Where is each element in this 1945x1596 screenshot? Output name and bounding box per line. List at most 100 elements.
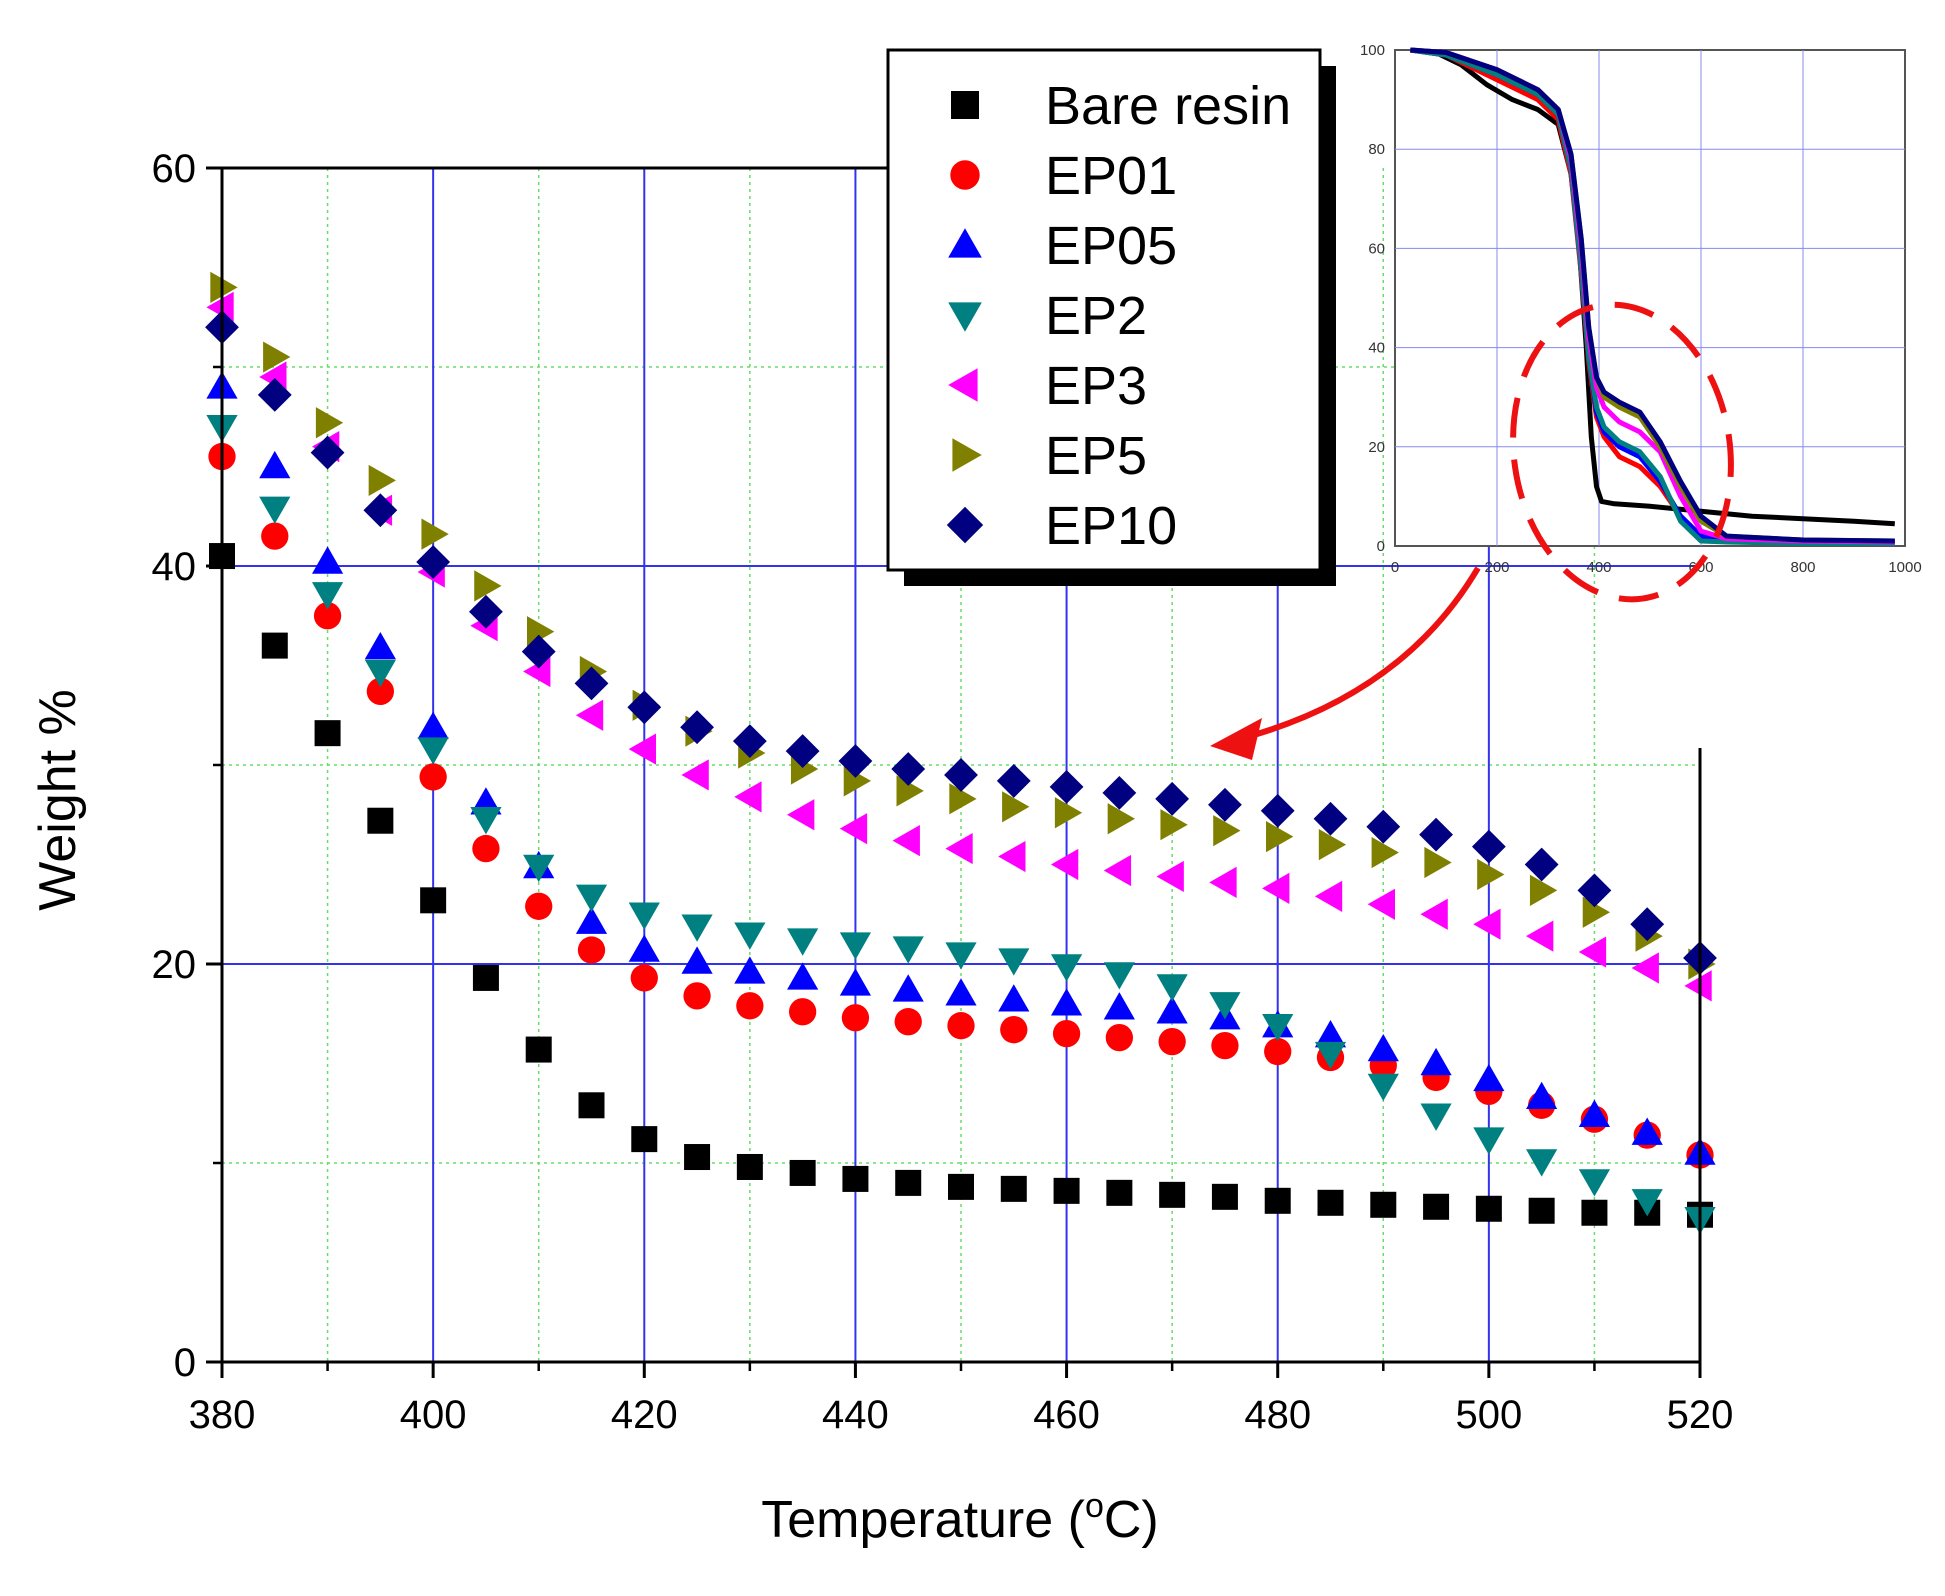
inset-y-tick-label: 60 — [1368, 240, 1385, 257]
zoom-annotation — [1210, 301, 1734, 760]
x-tick-label: 400 — [400, 1393, 467, 1437]
data-point-ep10 — [944, 758, 978, 792]
data-point-ep05 — [1578, 1099, 1611, 1127]
data-point-ep10 — [838, 744, 873, 778]
data-point-ep10 — [1208, 787, 1242, 822]
main-series-layer — [205, 271, 1717, 1235]
data-point-ep3 — [206, 291, 234, 323]
data-point-bare-resin — [736, 1153, 763, 1180]
data-point-ep2 — [1631, 1189, 1663, 1217]
data-point-ep01 — [261, 522, 289, 550]
data-point-ep01 — [525, 892, 553, 920]
data-point-ep2 — [1473, 1127, 1505, 1155]
y-tick-label: 60 — [152, 147, 197, 191]
data-point-ep05 — [787, 962, 819, 990]
data-point-ep2 — [734, 922, 766, 950]
data-point-ep01 — [1158, 1027, 1186, 1056]
data-point-ep3 — [945, 832, 973, 865]
data-point-ep5 — [315, 407, 344, 439]
data-point-ep01 — [472, 834, 500, 863]
data-point-ep01 — [577, 936, 606, 964]
series-ep10 — [205, 310, 1717, 975]
data-point-ep2 — [1262, 1013, 1294, 1042]
data-point-ep01 — [683, 982, 711, 1010]
inset-y-tick-label: 40 — [1368, 340, 1385, 357]
data-point-bare-resin — [1211, 1183, 1238, 1210]
data-point-ep5 — [1054, 797, 1083, 829]
zoom-region-ellipse — [1510, 301, 1734, 603]
data-point-ep5 — [368, 464, 396, 497]
data-point-ep3 — [1578, 936, 1607, 968]
data-point-ep2 — [1526, 1149, 1558, 1177]
data-point-ep10 — [785, 734, 820, 768]
data-point-ep2 — [1103, 962, 1135, 990]
data-point-ep2 — [892, 936, 924, 964]
data-point-ep3 — [1473, 908, 1501, 940]
data-point-ep5 — [1529, 874, 1558, 906]
data-point-bare-resin — [525, 1036, 552, 1063]
data-point-ep01 — [1211, 1031, 1239, 1060]
x-axis-label-text: Temperature ( — [761, 1491, 1085, 1549]
data-point-ep10 — [257, 377, 292, 412]
data-point-ep2 — [575, 884, 608, 912]
inset-line-ep10 — [1410, 47, 1895, 544]
x-tick-label: 440 — [822, 1393, 889, 1437]
data-point-bare-resin — [1581, 1199, 1608, 1226]
legend-marker-bare-resin — [951, 91, 979, 119]
legend-marker-ep5 — [952, 438, 982, 472]
zoom-arrowhead — [1210, 718, 1262, 760]
inset-y-tick-label: 20 — [1368, 439, 1385, 456]
data-point-ep3 — [1314, 880, 1343, 912]
data-point-ep2 — [787, 928, 819, 956]
legend-marker-ep05 — [948, 228, 982, 258]
data-point-ep3 — [1684, 970, 1712, 1002]
data-point-ep3 — [681, 759, 709, 791]
data-point-ep10 — [1577, 873, 1612, 908]
data-point-bare-resin — [1053, 1177, 1080, 1204]
data-point-ep2 — [1314, 1041, 1347, 1070]
data-point-ep05 — [575, 906, 608, 934]
inset-x-tick-label: 400 — [1586, 559, 1611, 576]
data-point-ep05 — [1103, 992, 1135, 1020]
data-point-ep10 — [1260, 793, 1295, 828]
legend-label: EP10 — [1045, 496, 1177, 556]
data-point-ep10 — [1155, 781, 1190, 816]
inset-y-tick-label: 100 — [1360, 42, 1385, 59]
data-point-ep5 — [1318, 829, 1347, 861]
series-ep05 — [206, 371, 1716, 1165]
x-tick-label: 420 — [611, 1393, 678, 1437]
data-point-ep5 — [474, 570, 502, 602]
legend-item-ep2: EP2 — [948, 286, 1147, 346]
data-point-ep2 — [311, 582, 344, 610]
data-point-ep2 — [1156, 974, 1188, 1002]
inset-x-tick-label: 200 — [1484, 559, 1509, 576]
data-point-bare-resin — [314, 720, 341, 747]
data-point-ep3 — [1526, 920, 1554, 952]
x-tick-label: 460 — [1033, 1393, 1100, 1437]
data-point-bare-resin — [261, 632, 288, 659]
data-point-ep05 — [998, 984, 1030, 1012]
data-point-ep10 — [1471, 829, 1506, 864]
data-point-ep05 — [1526, 1081, 1558, 1110]
data-point-ep2 — [681, 914, 713, 942]
y-axis-label: Weight % — [29, 689, 87, 911]
data-point-ep10 — [1366, 809, 1401, 844]
data-point-ep05 — [417, 711, 449, 739]
data-point-bare-resin — [948, 1173, 974, 1200]
legend-label: EP05 — [1045, 216, 1177, 276]
data-point-ep01 — [947, 1012, 975, 1040]
data-point-ep2 — [470, 807, 502, 835]
x-tick-label: 480 — [1244, 1393, 1311, 1437]
data-point-ep10 — [1313, 801, 1348, 836]
data-point-ep5 — [1424, 846, 1452, 879]
data-point-ep01 — [894, 1008, 922, 1036]
data-point-ep3 — [523, 655, 551, 688]
data-point-ep2 — [1420, 1103, 1452, 1131]
data-point-ep3 — [734, 781, 762, 813]
data-point-ep05 — [1314, 1020, 1347, 1048]
data-point-ep05 — [1420, 1047, 1452, 1076]
data-point-ep3 — [628, 733, 656, 765]
legend-item-ep10: EP10 — [946, 496, 1177, 556]
data-point-bare-resin — [1475, 1195, 1502, 1222]
